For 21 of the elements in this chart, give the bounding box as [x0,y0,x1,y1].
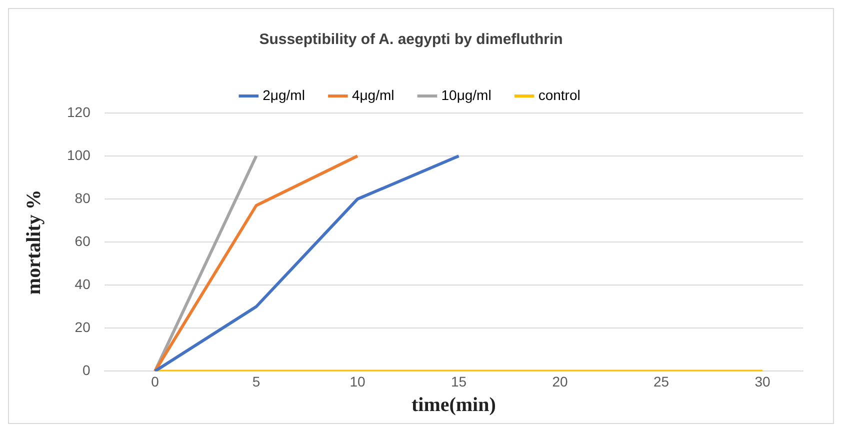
legend-label: 2μg/ml [262,86,305,103]
x-tick-label: 0 [151,373,160,390]
legend-label: control [538,86,580,103]
y-axis-title: mortality % [23,190,46,295]
legend-label: 4μg/ml [352,86,394,103]
legend-label: 10μg/ml [441,86,492,103]
y-tick-label: 60 [74,232,91,249]
chart-title: Susseptibility of A. aegypti by dimefluthrin [259,31,563,48]
x-tick-label: 10 [350,373,366,390]
y-tick-label: 80 [74,190,91,206]
y-tick-label: 20 [74,319,91,336]
y-tick-label: 40 [74,276,91,292]
x-tick-label: 20 [552,373,568,390]
y-tick-label: 0 [82,362,91,378]
x-tick-label: 15 [450,373,467,390]
x-tick-label: 30 [754,373,770,390]
x-tick-label: 5 [252,373,260,390]
y-tick-label: 100 [67,146,91,163]
x-axis-title: time(min) [411,394,496,416]
x-tick-label: 25 [653,373,670,390]
y-tick-label: 120 [67,104,91,120]
